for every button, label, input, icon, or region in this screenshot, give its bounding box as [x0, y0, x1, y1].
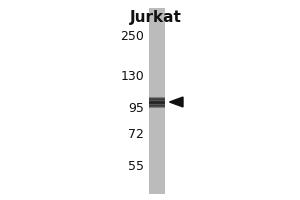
- Text: 95: 95: [128, 102, 144, 114]
- Bar: [148, 100, 165, 101]
- Polygon shape: [169, 97, 183, 107]
- Bar: [148, 103, 165, 104]
- Bar: [148, 98, 165, 99]
- Text: Jurkat: Jurkat: [130, 10, 182, 25]
- Text: 55: 55: [128, 160, 144, 172]
- Bar: [148, 97, 165, 98]
- Bar: [148, 102, 165, 103]
- Bar: [148, 101, 165, 102]
- Bar: [148, 103, 165, 104]
- Bar: [148, 104, 165, 105]
- Bar: [148, 105, 165, 106]
- Bar: [148, 101, 165, 102]
- Bar: [148, 106, 165, 107]
- Text: 250: 250: [120, 29, 144, 43]
- Bar: [148, 105, 165, 106]
- Bar: [148, 8, 165, 194]
- Bar: [148, 106, 165, 107]
- Bar: [148, 99, 165, 100]
- Bar: [148, 98, 165, 99]
- Text: 130: 130: [120, 70, 144, 82]
- Bar: [148, 99, 165, 100]
- Bar: [148, 107, 165, 108]
- Bar: [148, 102, 165, 103]
- Text: 72: 72: [128, 128, 144, 140]
